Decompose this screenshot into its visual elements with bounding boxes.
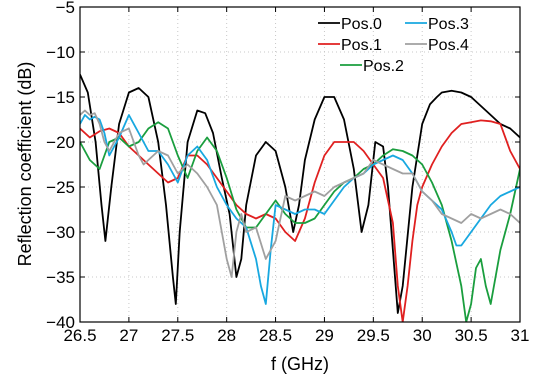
- x-tick-label: 28: [217, 326, 236, 345]
- series-line-pos-4: [80, 109, 520, 278]
- x-tick-label: 30.5: [455, 326, 488, 345]
- series-line-pos-1: [80, 119, 520, 322]
- x-tick-label: 28.5: [259, 326, 292, 345]
- legend: Pos.0 Pos.1 Pos.2 Pos.3 Pos.4: [318, 16, 469, 75]
- legend-label: Pos.1: [341, 37, 382, 54]
- y-tick-label: −30: [46, 223, 75, 242]
- x-tick-label: 31: [511, 326, 530, 345]
- series-line-pos-2: [80, 121, 520, 322]
- y-tick-label: −40: [46, 313, 75, 332]
- legend-label: Pos.0: [341, 16, 382, 33]
- series-line-pos-0: [80, 74, 520, 314]
- plot-frame: [79, 6, 521, 323]
- y-tick-label: −20: [46, 133, 75, 152]
- legend-label: Pos.2: [363, 58, 404, 75]
- plot-area: [80, 7, 520, 322]
- x-tick-label: 26.5: [63, 326, 96, 345]
- x-axis-label: f (GHz): [271, 354, 329, 374]
- legend-label: Pos.3: [428, 16, 469, 33]
- y-tick-label: −25: [46, 178, 75, 197]
- y-axis-label: Reflection coefficient (dB): [15, 62, 35, 267]
- x-tick-label: 27: [119, 326, 138, 345]
- y-tick-label: −5: [56, 0, 75, 17]
- x-tick-label: 29: [315, 326, 334, 345]
- x-tick-label: 27.5: [161, 326, 194, 345]
- x-tick-label: 30: [413, 326, 432, 345]
- x-axis-ticks: 26.5 27 27.5 28 28.5 29 29.5 30 30.5 31: [63, 7, 529, 345]
- y-tick-label: −15: [46, 88, 75, 107]
- series-line-pos-3: [80, 114, 520, 305]
- y-axis-ticks: −40 −35 −30 −25 −20 −15 −10 −5: [46, 0, 520, 332]
- series-lines: [80, 74, 520, 322]
- legend-label: Pos.4: [428, 37, 469, 54]
- y-tick-label: −35: [46, 268, 75, 287]
- y-tick-label: −10: [46, 43, 75, 62]
- x-tick-label: 29.5: [357, 326, 390, 345]
